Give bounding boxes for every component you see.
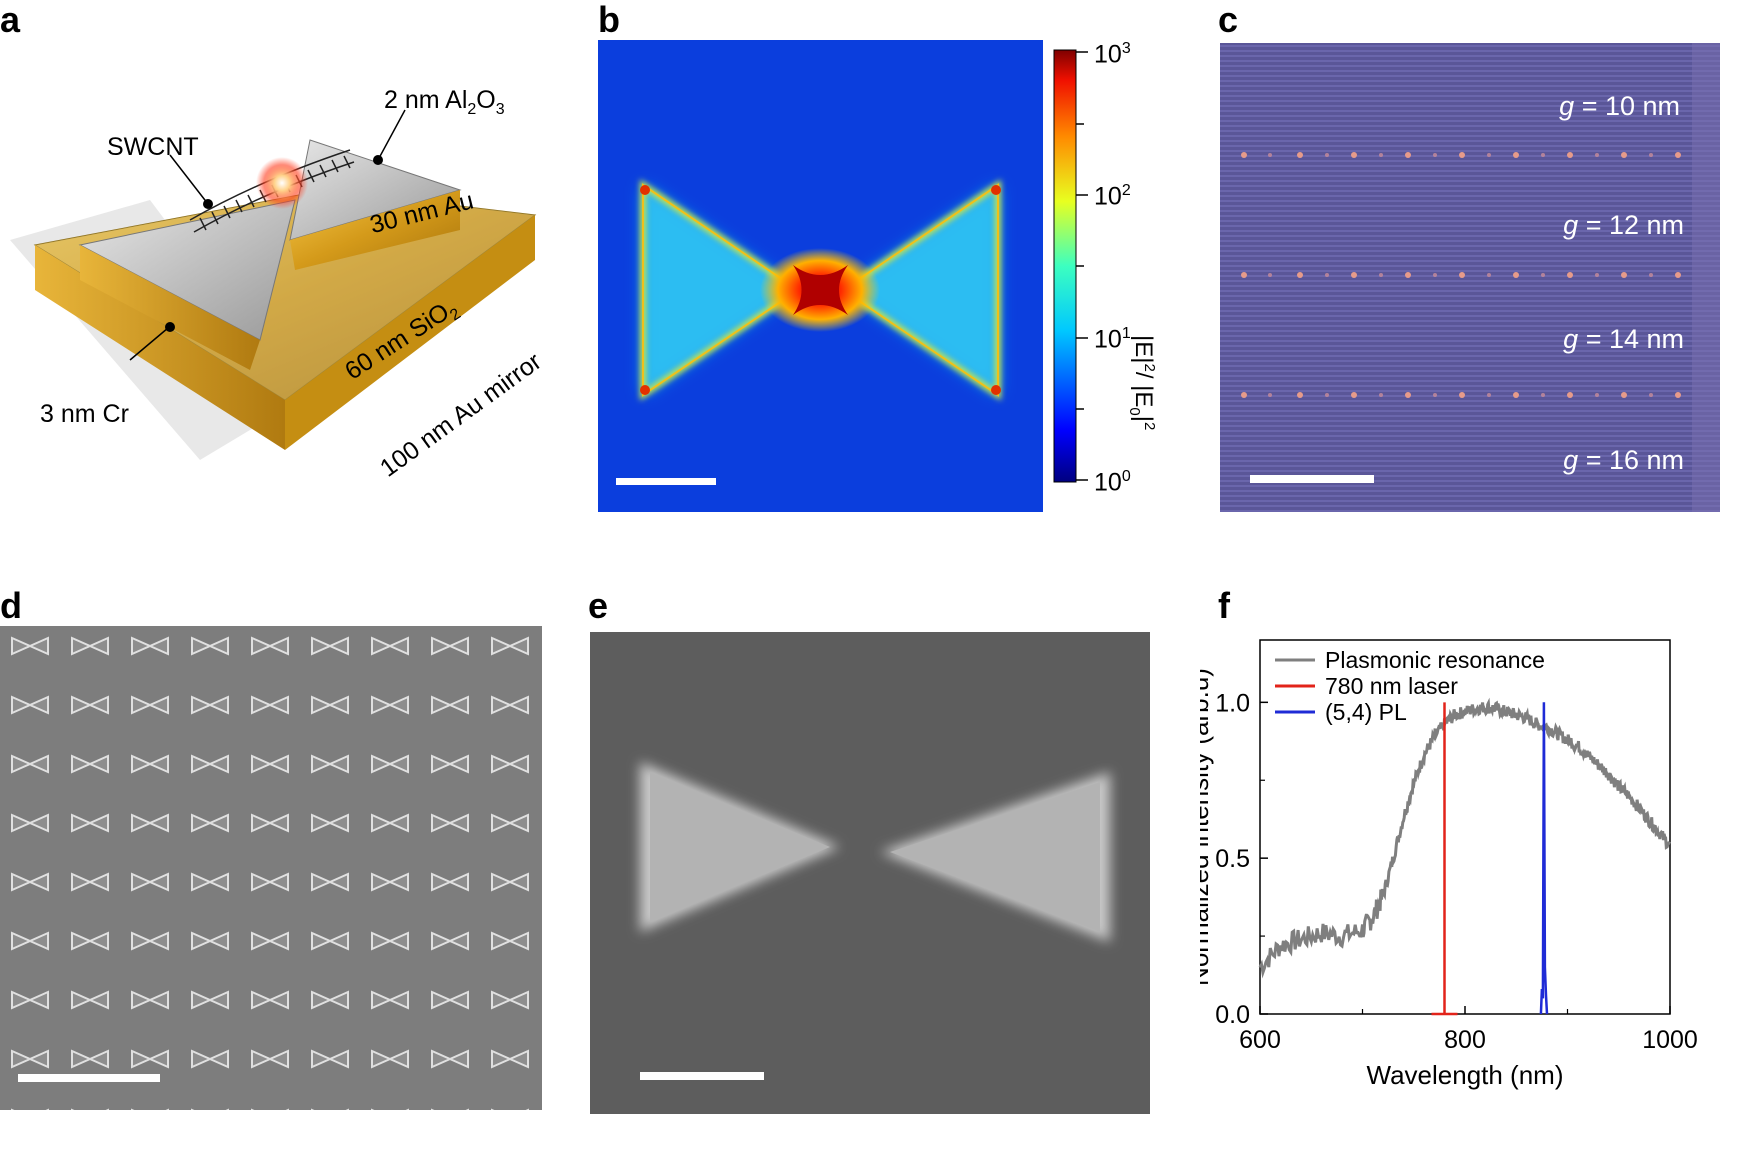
panel-label-c: c [1218, 0, 1239, 40]
y-axis-label: Normalized intensity (arb.u) [1200, 668, 1214, 986]
x-tick-label: 800 [1444, 1026, 1486, 1054]
field-map [598, 40, 1043, 512]
gap-label-10: g = 10 nm [1559, 91, 1680, 121]
sem-bowtie-image [590, 632, 1150, 1114]
colorbar-tick-2: 102 [1094, 182, 1131, 211]
colorbar [1053, 49, 1088, 483]
sem-array-image [0, 626, 542, 1110]
label-al2o3: 2 nm Al2O3 [384, 86, 505, 118]
spectrum-chart: 600 800 1000 0.0 0.5 1.0 Plasmonic resonance7… [1200, 639, 1698, 1090]
legend-entry: (5,4) PL [1325, 699, 1407, 725]
series-54-pl [1539, 702, 1549, 1015]
panel-label-d: d [0, 585, 22, 626]
gap-label-16: g = 16 nm [1563, 445, 1684, 475]
optical-image: g = 10 nm g = 12 nm g = 14 nm g = 16 nm [1220, 43, 1720, 512]
x-tick-label: 1000 [1642, 1026, 1698, 1054]
scale-bar-d [18, 1074, 160, 1082]
scale-bar-e [640, 1072, 764, 1080]
label-cr: 3 nm Cr [40, 400, 129, 428]
panel-label-f: f [1218, 585, 1230, 626]
x-axis-label: Wavelength (nm) [1367, 1060, 1564, 1090]
panel-label-e: e [588, 585, 609, 626]
colorbar-tick-1: 101 [1094, 325, 1131, 354]
colorbar-tick-3: 103 [1094, 40, 1131, 69]
colorbar-label: |E|2/ |E0|2 [1126, 335, 1158, 431]
panel-label-b: b [598, 0, 620, 40]
series-plasmonic-resonance [1258, 697, 1671, 979]
legend-entry: 780 nm laser [1325, 673, 1458, 699]
y-tick-label: 0.0 [1215, 1001, 1250, 1029]
y-tick-label: 1.0 [1215, 689, 1250, 717]
gap-label-12: g = 12 nm [1563, 210, 1684, 240]
panel-label-a: a [0, 0, 21, 40]
legend-entry: Plasmonic resonance [1325, 647, 1545, 673]
gap-label-14: g = 14 nm [1563, 324, 1684, 354]
particle-rows [1241, 43, 1720, 512]
label-swcnt: SWCNT [107, 133, 199, 161]
plot-frame [1259, 639, 1671, 1015]
hotspot-glow [256, 157, 308, 209]
device-schematic [10, 109, 537, 460]
y-tick-label: 0.5 [1215, 845, 1250, 873]
colorbar-tick-0: 100 [1094, 468, 1131, 497]
scale-bar-c [1250, 475, 1374, 483]
x-tick-label: 600 [1239, 1026, 1281, 1054]
scale-bar-b [616, 478, 716, 485]
